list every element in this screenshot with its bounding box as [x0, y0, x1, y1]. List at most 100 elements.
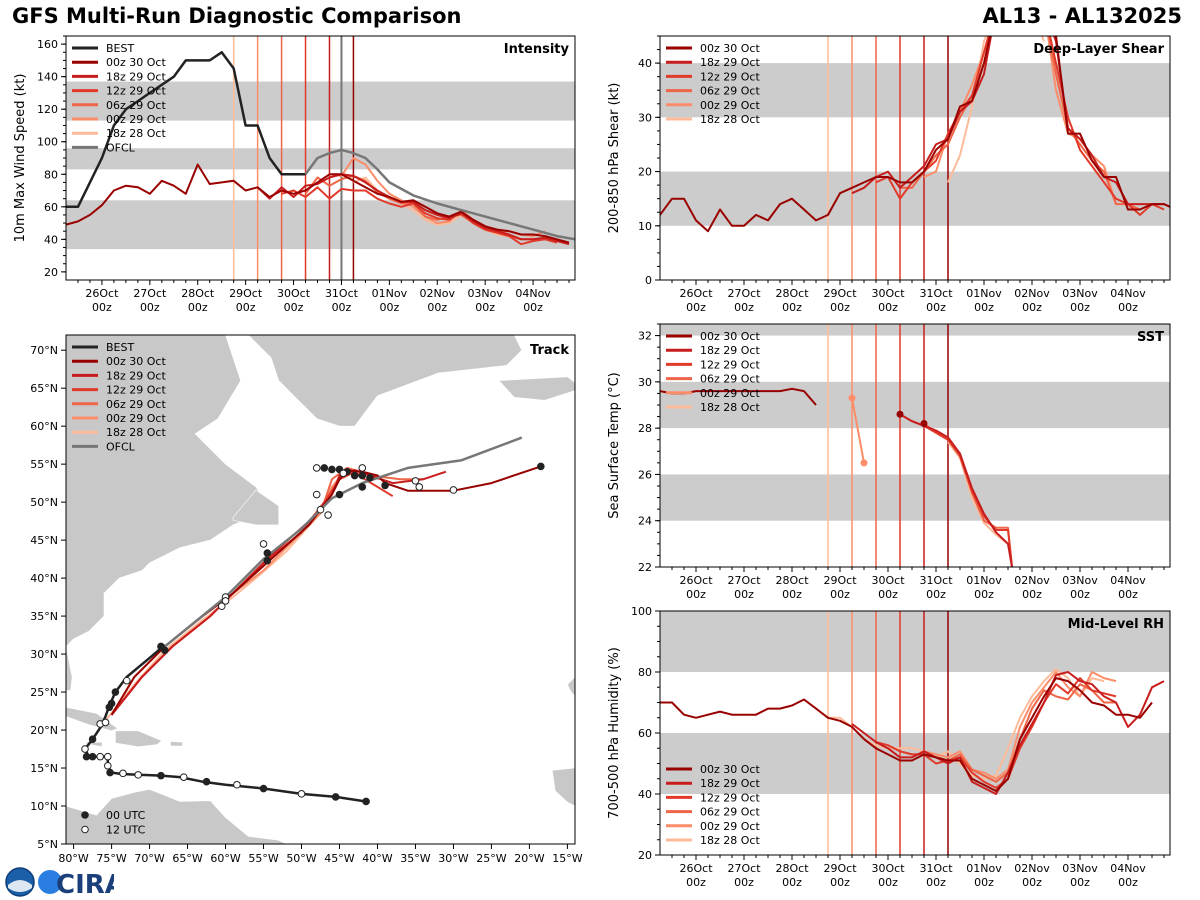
panel-intensity: 2040608010012014016026Oct00z27Oct00z28Oc…: [13, 35, 576, 314]
track-marker-00utc: [263, 556, 272, 565]
intensity-band: [66, 200, 575, 250]
shear-xtick-day: 26Oct: [679, 287, 713, 300]
sst-plot-area: [660, 324, 1170, 567]
intensity-legend-label: OFCL: [106, 141, 136, 154]
sst-xtick-hour: 00z: [830, 588, 850, 601]
sst-xtick-hour: 00z: [686, 588, 706, 601]
shear-run-line: [947, 36, 1045, 183]
sst-xtick-hour: 00z: [974, 588, 994, 601]
shear-legend-label: 18z 28 Oct: [700, 113, 760, 126]
greenland-land: [247, 335, 523, 427]
shear-title: Deep-Layer Shear: [1033, 42, 1164, 57]
florida-land: [66, 646, 73, 691]
rh-xtick-hour: 00z: [1022, 876, 1042, 889]
track-marker-legend: 00 UTC 12 UTC: [81, 809, 146, 837]
rh-plot-area: [660, 611, 1170, 855]
sst-legend-label: 06z 29 Oct: [700, 373, 760, 386]
rh-ytick-label: 100: [631, 605, 652, 618]
track-legend-label: 18z 29 Oct: [106, 369, 166, 382]
logo-text: CIRA: [56, 870, 114, 898]
track-ytick-label: 60°N: [30, 420, 58, 433]
intensity-best-line: [66, 51, 306, 209]
track-marker-legend-label: 00 UTC: [106, 809, 146, 822]
track-best-line: [83, 644, 367, 803]
track-marker-00utc: [350, 471, 359, 480]
track-marker-00utc: [328, 465, 336, 474]
intensity-legend-label: BEST: [106, 42, 134, 55]
intensity-ofcl-line: [304, 148, 575, 241]
intensity-xtick-day: 26Oct: [85, 287, 119, 300]
shear-xtick-day: 27Oct: [727, 287, 761, 300]
track-best-marker-00utc: [111, 688, 120, 696]
sst-xtick-hour: 00z: [878, 588, 898, 601]
intensity-xtick-hour: 00z: [523, 301, 543, 314]
rh-ytick-label: 80: [638, 666, 652, 679]
track-xtick-label: 20°W: [514, 852, 544, 865]
shear-plot-area: [660, 36, 1170, 280]
track-xtick-label: 75°W: [96, 852, 126, 865]
track-marker-00utc: [358, 471, 367, 480]
intensity-ytick-label: 20: [44, 266, 58, 279]
track-marker-legend-label: 12 UTC: [106, 824, 146, 837]
track-xtick-label: 35°W: [400, 852, 430, 865]
intensity-band: [66, 81, 575, 121]
intensity-run-line: [281, 186, 558, 246]
panel-rh: 2040608010026Oct00z27Oct00z28Oct00z29Oct…: [607, 605, 1171, 889]
noaa-circle-icon: [5, 867, 35, 897]
sst-run-line: [947, 441, 1009, 545]
track-best-marker-00utc: [82, 752, 91, 761]
intensity-ytick-label: 140: [37, 71, 58, 84]
shear-ylabel: 200-850 hPa Shear (kt): [607, 83, 622, 234]
panel-sst: 22242628303226Oct00z27Oct00z28Oct00z29Oc…: [607, 323, 1171, 601]
africa-land: [551, 767, 575, 807]
marker-legend-12utc: [81, 825, 89, 834]
shear-xtick-hour: 00z: [782, 301, 802, 314]
shear-xtick-day: 29Oct: [823, 287, 857, 300]
track-legend-label: 00z 30 Oct: [106, 355, 166, 368]
shear-xtick-day: 28Oct: [775, 287, 809, 300]
track-best-marker-12utc: [122, 676, 131, 685]
sst-xtick-day: 04Nov: [1110, 574, 1146, 587]
intensity-xtick-day: 03Nov: [467, 287, 503, 300]
intensity-title: Intensity: [504, 42, 570, 57]
rh-title: Mid-Level RH: [1068, 617, 1164, 632]
intensity-legend-label: 06z 29 Oct: [106, 99, 166, 112]
track-best-marker-00utc: [107, 699, 116, 708]
rh-legend-label: 18z 28 Oct: [700, 834, 760, 847]
shear-xtick-day: 30Oct: [871, 287, 905, 300]
track-xtick-label: 65°W: [172, 852, 202, 865]
track-ofcl-line: [164, 436, 523, 648]
track-best-marker-12utc: [297, 790, 306, 798]
intensity-legend-label: 00z 30 Oct: [106, 56, 166, 69]
track-best-marker-12utc: [179, 773, 188, 781]
track-marker-12utc: [324, 511, 332, 519]
shear-legend-label: 06z 29 Oct: [700, 85, 760, 98]
rh-run-line: [851, 671, 1165, 795]
page-title: GFS Multi-Run Diagnostic Comparison: [12, 4, 462, 28]
sst-xtick-day: 30Oct: [871, 574, 905, 587]
track-best-marker-00utc: [331, 793, 340, 801]
sst-legend-label: 18z 28 Oct: [700, 401, 760, 414]
rh-run-line: [660, 677, 1153, 792]
shear-xtick-day: 02Nov: [1014, 287, 1050, 300]
track-xtick-label: 70°W: [134, 852, 164, 865]
intensity-ytick-label: 160: [37, 38, 58, 51]
rh-legend-label: 00z 29 Oct: [700, 820, 760, 833]
shear-ytick-label: 0: [645, 274, 652, 287]
sst-xtick-day: 01Nov: [966, 574, 1002, 587]
intensity-xtick-day: 28Oct: [181, 287, 215, 300]
track-marker-00utc: [537, 462, 545, 471]
track-xtick-label: 80°W: [58, 852, 88, 865]
intensity-xtick-hour: 00z: [475, 301, 495, 314]
track-ytick-label: 30°N: [30, 648, 58, 661]
track-xtick-label: 55°W: [248, 852, 278, 865]
shear-legend-label: 12z 29 Oct: [700, 70, 760, 83]
intensity-legend-label: 00z 29 Oct: [106, 113, 166, 126]
shear-legend-label: 00z 30 Oct: [700, 42, 760, 55]
track-marker-00utc: [366, 474, 374, 482]
track-best-marker-00utc: [202, 777, 211, 786]
intensity-ytick-label: 80: [44, 168, 58, 181]
